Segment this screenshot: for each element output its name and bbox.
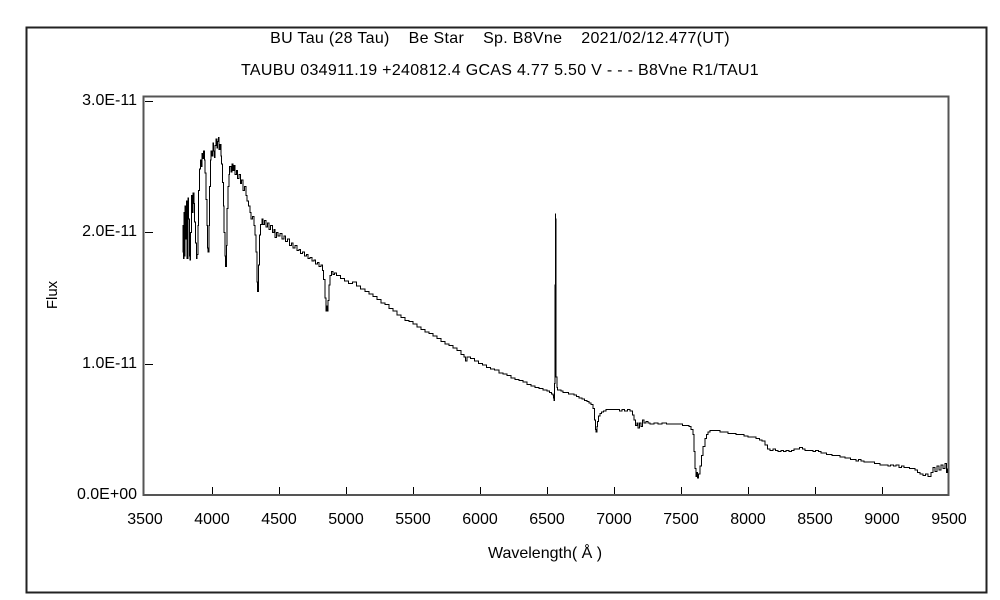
x-tick-label: 4500 bbox=[261, 511, 297, 528]
x-tick-label: 6000 bbox=[462, 511, 498, 528]
y-tick-label: 2.0E-11 bbox=[82, 223, 137, 241]
x-tick-label: 5500 bbox=[395, 511, 431, 528]
y-tick-label: 0.0E+00 bbox=[76, 486, 137, 503]
x-tick-label: 7000 bbox=[596, 511, 632, 528]
x-tick-label: 6500 bbox=[529, 511, 565, 528]
spectrum-line bbox=[182, 137, 949, 479]
y-tick-label: 1.0E-11 bbox=[82, 354, 137, 372]
chart-title: BU Tau (28 Tau) Be Star Sp. B8Vne 2021/0… bbox=[270, 30, 730, 47]
y-tick-label: 3.0E-11 bbox=[82, 91, 137, 109]
x-tick-label: 7500 bbox=[663, 511, 699, 528]
axis-tick-marks bbox=[145, 101, 883, 494]
x-tick-label: 8500 bbox=[797, 511, 833, 528]
x-tick-label: 3500 bbox=[127, 511, 163, 528]
plot-frame bbox=[142, 95, 950, 496]
x-axis-title: Wavelength( Å ) bbox=[487, 545, 603, 562]
x-tick-label: 9000 bbox=[864, 511, 900, 528]
chart-subtitle: TAUBU 034911.19 +240812.4 GCAS 4.77 5.50… bbox=[241, 62, 759, 79]
x-tick-label: 9500 bbox=[931, 511, 967, 528]
x-tick-label: 4000 bbox=[194, 511, 230, 528]
x-tick-label: 5000 bbox=[328, 511, 364, 528]
outer-border bbox=[25, 26, 988, 594]
x-tick-label: 8000 bbox=[730, 511, 766, 528]
